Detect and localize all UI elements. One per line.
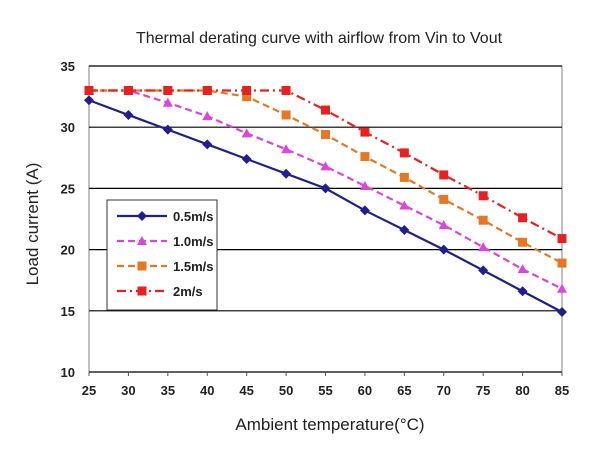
data-point bbox=[359, 180, 370, 190]
data-point bbox=[557, 258, 567, 268]
data-point bbox=[438, 220, 449, 230]
data-point bbox=[84, 95, 94, 106]
data-point bbox=[123, 85, 133, 95]
legend-marker bbox=[137, 286, 147, 296]
data-point bbox=[281, 85, 291, 95]
x-axis-label: Ambient temperature(°C) bbox=[235, 415, 424, 434]
data-point bbox=[202, 85, 212, 95]
data-point bbox=[478, 242, 489, 252]
data-point bbox=[360, 127, 370, 137]
data-point bbox=[242, 85, 252, 95]
data-point bbox=[399, 225, 410, 236]
data-point bbox=[478, 265, 489, 276]
x-tick-label: 85 bbox=[555, 383, 569, 398]
data-point bbox=[399, 200, 410, 210]
x-tick-label: 30 bbox=[121, 383, 135, 398]
x-tick-label: 60 bbox=[358, 383, 372, 398]
data-point bbox=[202, 111, 213, 121]
data-point bbox=[321, 130, 330, 140]
x-tick-label: 45 bbox=[239, 383, 253, 398]
legend-label: 1.0m/s bbox=[173, 234, 213, 249]
data-point bbox=[359, 205, 370, 216]
legend-entry: 1.5m/s bbox=[117, 259, 213, 274]
series-0-5m-s bbox=[84, 95, 567, 318]
data-point bbox=[517, 264, 528, 274]
data-point bbox=[162, 124, 173, 135]
legend-label: 2m/s bbox=[173, 284, 203, 299]
x-tick-label: 55 bbox=[318, 383, 332, 398]
data-point bbox=[242, 92, 252, 102]
y-tick-label: 25 bbox=[61, 181, 75, 196]
data-point bbox=[478, 191, 488, 201]
legend-marker bbox=[137, 211, 147, 221]
data-point bbox=[320, 183, 331, 194]
legend-marker bbox=[137, 236, 147, 245]
x-tick-label: 35 bbox=[161, 383, 175, 398]
x-tick-label: 65 bbox=[397, 383, 411, 398]
data-point bbox=[557, 307, 567, 318]
data-point bbox=[123, 109, 134, 120]
y-axis-label: Load current (A) bbox=[23, 163, 42, 286]
chart-frame: Thermal derating curve with airflow from… bbox=[4, 4, 590, 445]
data-point bbox=[399, 148, 409, 158]
legend-entry: 1.0m/s bbox=[117, 234, 213, 249]
legend-label: 0.5m/s bbox=[173, 209, 213, 224]
data-point bbox=[557, 234, 567, 244]
y-tick-label: 20 bbox=[61, 243, 75, 258]
y-tick-label: 10 bbox=[61, 365, 75, 380]
data-point bbox=[162, 97, 173, 107]
legend-layer: 0.5m/s 1.0m/s 1.5m/s 2m/s bbox=[106, 199, 218, 311]
data-point bbox=[518, 237, 528, 247]
data-point bbox=[439, 194, 449, 204]
series-2m-s bbox=[84, 85, 567, 244]
data-point bbox=[478, 215, 488, 225]
x-tick-label: 25 bbox=[82, 383, 96, 398]
data-point bbox=[241, 154, 252, 165]
chart-svg: Thermal derating curve with airflow from… bbox=[4, 4, 590, 445]
data-point bbox=[241, 128, 252, 138]
x-tick-label: 80 bbox=[515, 383, 529, 398]
data-point bbox=[438, 244, 449, 255]
data-point bbox=[517, 286, 528, 297]
data-point bbox=[281, 144, 292, 154]
series-1-0m-s bbox=[84, 85, 567, 293]
data-point bbox=[439, 170, 449, 180]
legend-entry: 2m/s bbox=[117, 284, 203, 299]
legend-entry: 0.5m/s bbox=[117, 209, 213, 224]
x-tick-label: 40 bbox=[200, 383, 214, 398]
data-point bbox=[360, 152, 370, 162]
data-point bbox=[281, 110, 291, 120]
series-layer bbox=[84, 85, 567, 318]
legend-marker bbox=[137, 261, 147, 271]
data-point bbox=[281, 168, 292, 179]
axis-layer: 10 15 20 25 30 35 25 30 35 40 45 50 55 60 65 70 75 80 85 bbox=[61, 59, 570, 398]
data-point bbox=[84, 85, 94, 95]
data-point bbox=[320, 161, 331, 171]
y-tick-label: 35 bbox=[61, 59, 75, 74]
y-tick-label: 30 bbox=[61, 120, 75, 135]
data-point bbox=[163, 85, 173, 95]
data-point bbox=[321, 105, 330, 115]
data-point bbox=[399, 172, 409, 182]
y-tick-label: 15 bbox=[61, 304, 75, 319]
x-tick-label: 50 bbox=[279, 383, 293, 398]
data-point bbox=[202, 139, 213, 150]
data-point bbox=[557, 283, 567, 293]
x-tick-label: 75 bbox=[476, 383, 490, 398]
legend-label: 1.5m/s bbox=[173, 259, 213, 274]
chart-title: Thermal derating curve with airflow from… bbox=[136, 30, 503, 47]
data-point bbox=[518, 213, 528, 223]
x-tick-label: 70 bbox=[437, 383, 451, 398]
